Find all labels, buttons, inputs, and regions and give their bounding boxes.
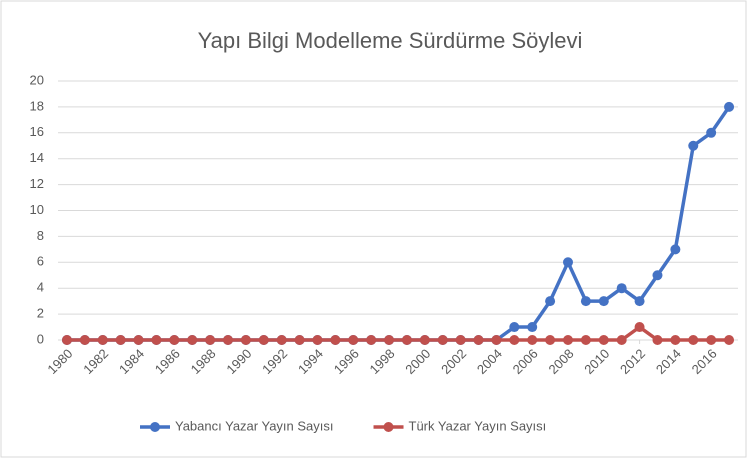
point: [616, 335, 627, 345]
point: [258, 335, 269, 345]
y-tick-label: 2: [37, 306, 44, 321]
point: [384, 335, 395, 345]
point: [688, 335, 699, 345]
y-tick-label: 18: [30, 98, 44, 113]
point: [401, 335, 412, 345]
legend-item: Yabancı Yazar Yayın Sayısı: [140, 418, 334, 433]
legend-marker: [383, 422, 394, 432]
point: [473, 335, 484, 345]
point: [509, 322, 520, 333]
point: [437, 335, 448, 345]
point: [455, 335, 466, 345]
point: [616, 283, 627, 294]
y-tick-label: 4: [37, 280, 44, 295]
point: [598, 335, 609, 345]
point: [652, 335, 663, 345]
y-tick-label: 16: [30, 124, 44, 139]
y-tick-label: 12: [30, 176, 44, 191]
point: [670, 335, 681, 345]
point: [348, 335, 359, 345]
point: [151, 335, 162, 345]
point: [97, 335, 108, 345]
point: [205, 335, 216, 345]
legend-marker: [150, 422, 160, 432]
legend-item: Türk Yazar Yayın Sayısı: [373, 418, 547, 433]
point: [563, 335, 573, 345]
point: [545, 335, 556, 345]
point: [294, 335, 305, 345]
point: [223, 335, 233, 345]
chart-title: Yapı Bilgi Modelleme Sürdürme Söylevi: [198, 28, 583, 53]
point: [240, 335, 251, 345]
y-tick-label: 8: [37, 228, 44, 243]
point: [491, 335, 502, 345]
point: [366, 335, 377, 345]
point: [563, 257, 573, 268]
point: [598, 296, 609, 307]
y-tick-label: 10: [30, 202, 44, 217]
point: [79, 335, 90, 345]
point: [527, 335, 538, 345]
point: [545, 296, 556, 307]
point: [634, 296, 645, 307]
point: [509, 335, 520, 345]
legend-label: Yabancı Yazar Yayın Sayısı: [175, 418, 334, 433]
point: [706, 335, 717, 345]
y-tick-label: 14: [30, 150, 44, 165]
y-tick-label: 0: [37, 331, 44, 346]
point: [61, 335, 72, 345]
point: [187, 335, 198, 345]
point: [133, 335, 144, 345]
point: [169, 335, 180, 345]
point: [724, 335, 735, 345]
y-tick-label: 6: [37, 254, 44, 269]
point: [527, 322, 538, 333]
legend-label: Türk Yazar Yayın Sayısı: [409, 418, 547, 433]
point: [312, 335, 323, 345]
point: [276, 335, 287, 345]
point: [419, 335, 430, 345]
point: [652, 270, 663, 281]
y-tick-label: 20: [30, 72, 44, 87]
point: [580, 296, 591, 307]
point: [670, 244, 681, 255]
point: [706, 127, 717, 138]
point: [724, 101, 735, 112]
point: [115, 335, 126, 345]
point: [634, 322, 645, 333]
point: [688, 140, 699, 151]
point: [580, 335, 591, 345]
point: [330, 335, 341, 345]
